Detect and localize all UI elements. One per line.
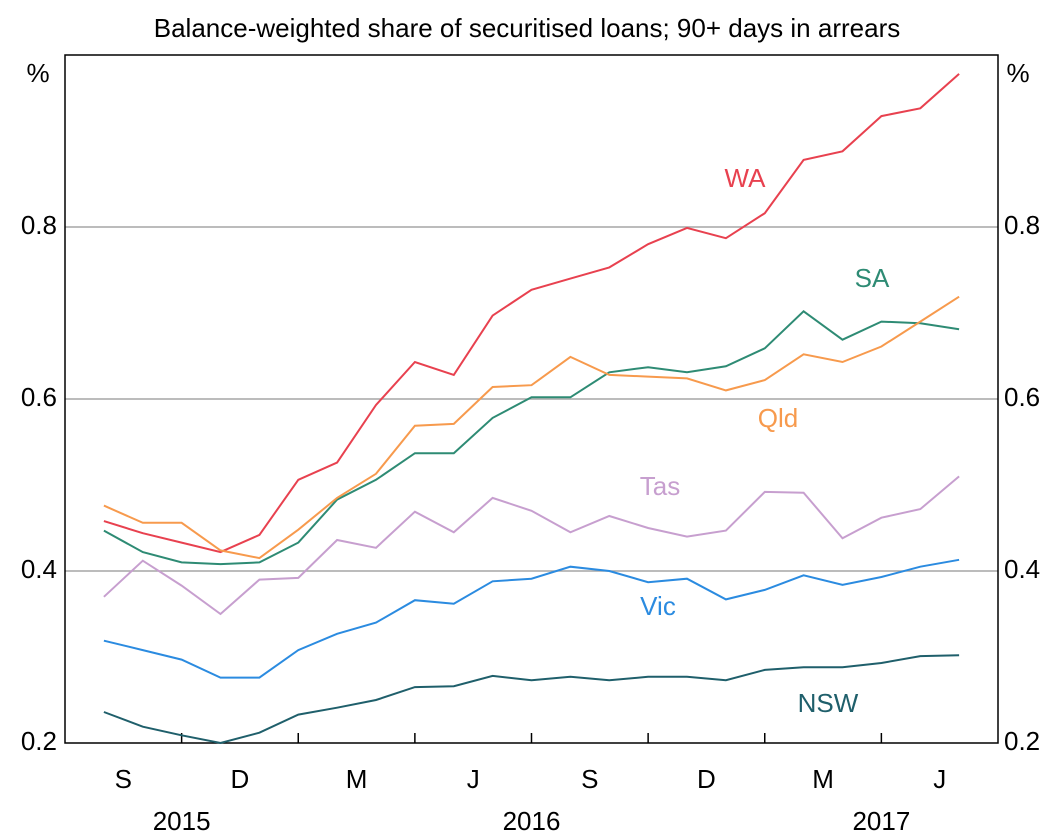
series-label: NSW <box>798 688 859 718</box>
x-tick-label: M <box>812 764 834 794</box>
y-tick-label-left: 0.4 <box>21 554 57 584</box>
x-tick-label: S <box>581 764 598 794</box>
x-tick-label: S <box>115 764 132 794</box>
y-tick-label-right: 0.4 <box>1004 554 1040 584</box>
x-tick-label: D <box>697 764 716 794</box>
y-tick-label-left: 0.8 <box>21 210 57 240</box>
series-label: WA <box>725 163 767 193</box>
series-label: Qld <box>758 403 798 433</box>
x-year-label: 2017 <box>852 806 910 836</box>
series-label: SA <box>855 263 890 293</box>
series-line <box>103 654 960 745</box>
x-tick-label: J <box>467 764 480 794</box>
x-tick-label: M <box>346 764 368 794</box>
series-label: Vic <box>640 591 676 621</box>
x-year-label: 2016 <box>503 806 561 836</box>
series-line <box>103 558 960 679</box>
y-tick-label-right: 0.2 <box>1004 726 1040 756</box>
series-line <box>103 295 960 560</box>
x-tick-label: D <box>231 764 250 794</box>
x-year-label: 2015 <box>153 806 211 836</box>
series-line <box>103 475 960 616</box>
y-tick-label-right: 0.8 <box>1004 210 1040 240</box>
y-tick-label-left: 0.6 <box>21 382 57 412</box>
y-unit-left: % <box>26 58 49 88</box>
series-label: Tas <box>640 471 680 501</box>
y-unit-right: % <box>1006 58 1029 88</box>
chart-title: Balance-weighted share of securitised lo… <box>154 13 900 43</box>
x-tick-label: J <box>933 764 946 794</box>
y-tick-label-left: 0.2 <box>21 726 57 756</box>
series-line <box>103 309 960 566</box>
series-line <box>103 73 960 554</box>
y-tick-label-right: 0.6 <box>1004 382 1040 412</box>
